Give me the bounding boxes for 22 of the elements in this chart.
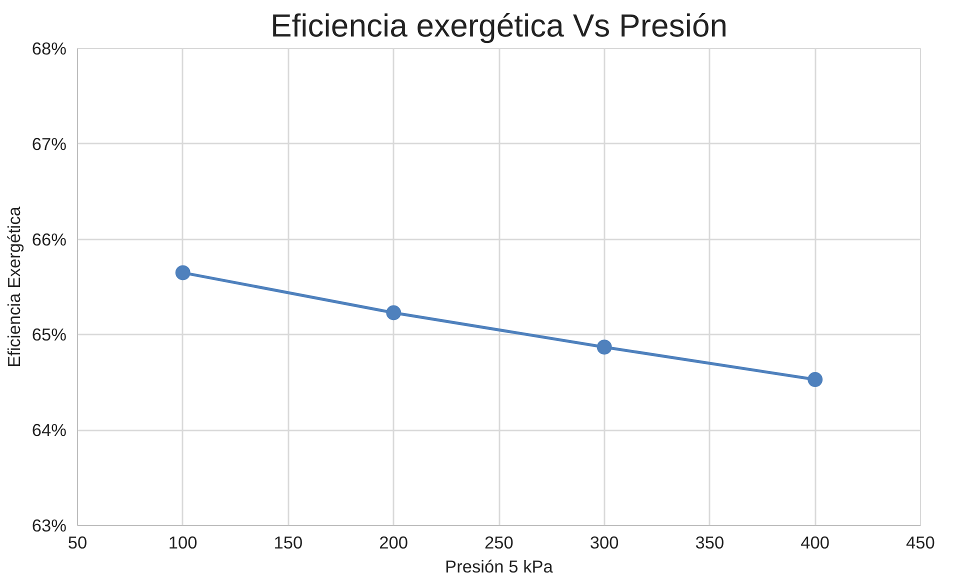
x-tick-label: 400	[800, 532, 830, 552]
x-tick-label: 50	[68, 532, 88, 552]
point	[596, 340, 612, 355]
x-axis-title: Presión 5 kPa	[445, 556, 554, 576]
chart-title: Eficiencia exergética Vs Presión	[270, 8, 728, 44]
x-tick-label: 200	[379, 532, 408, 552]
x-tick-label: 250	[484, 532, 514, 552]
y-tick-label: 63%	[32, 516, 67, 536]
x-tick-label: 150	[274, 532, 303, 552]
y-tick-label: 64%	[32, 420, 67, 440]
y-tick-label: 66%	[32, 229, 67, 250]
y-tick-label: 65%	[32, 324, 67, 345]
x-tick-label: 300	[590, 532, 619, 552]
point	[175, 265, 190, 280]
y-axis-title: Eficiencia Exergética	[4, 206, 24, 368]
y-tick-label: 68%	[32, 38, 67, 58]
x-tick-label: 450	[906, 532, 935, 552]
point	[386, 305, 402, 320]
x-tick-label: 100	[168, 532, 198, 552]
point	[808, 372, 823, 388]
x-tick-label: 350	[695, 532, 724, 552]
y-tick-label: 67%	[32, 134, 67, 154]
